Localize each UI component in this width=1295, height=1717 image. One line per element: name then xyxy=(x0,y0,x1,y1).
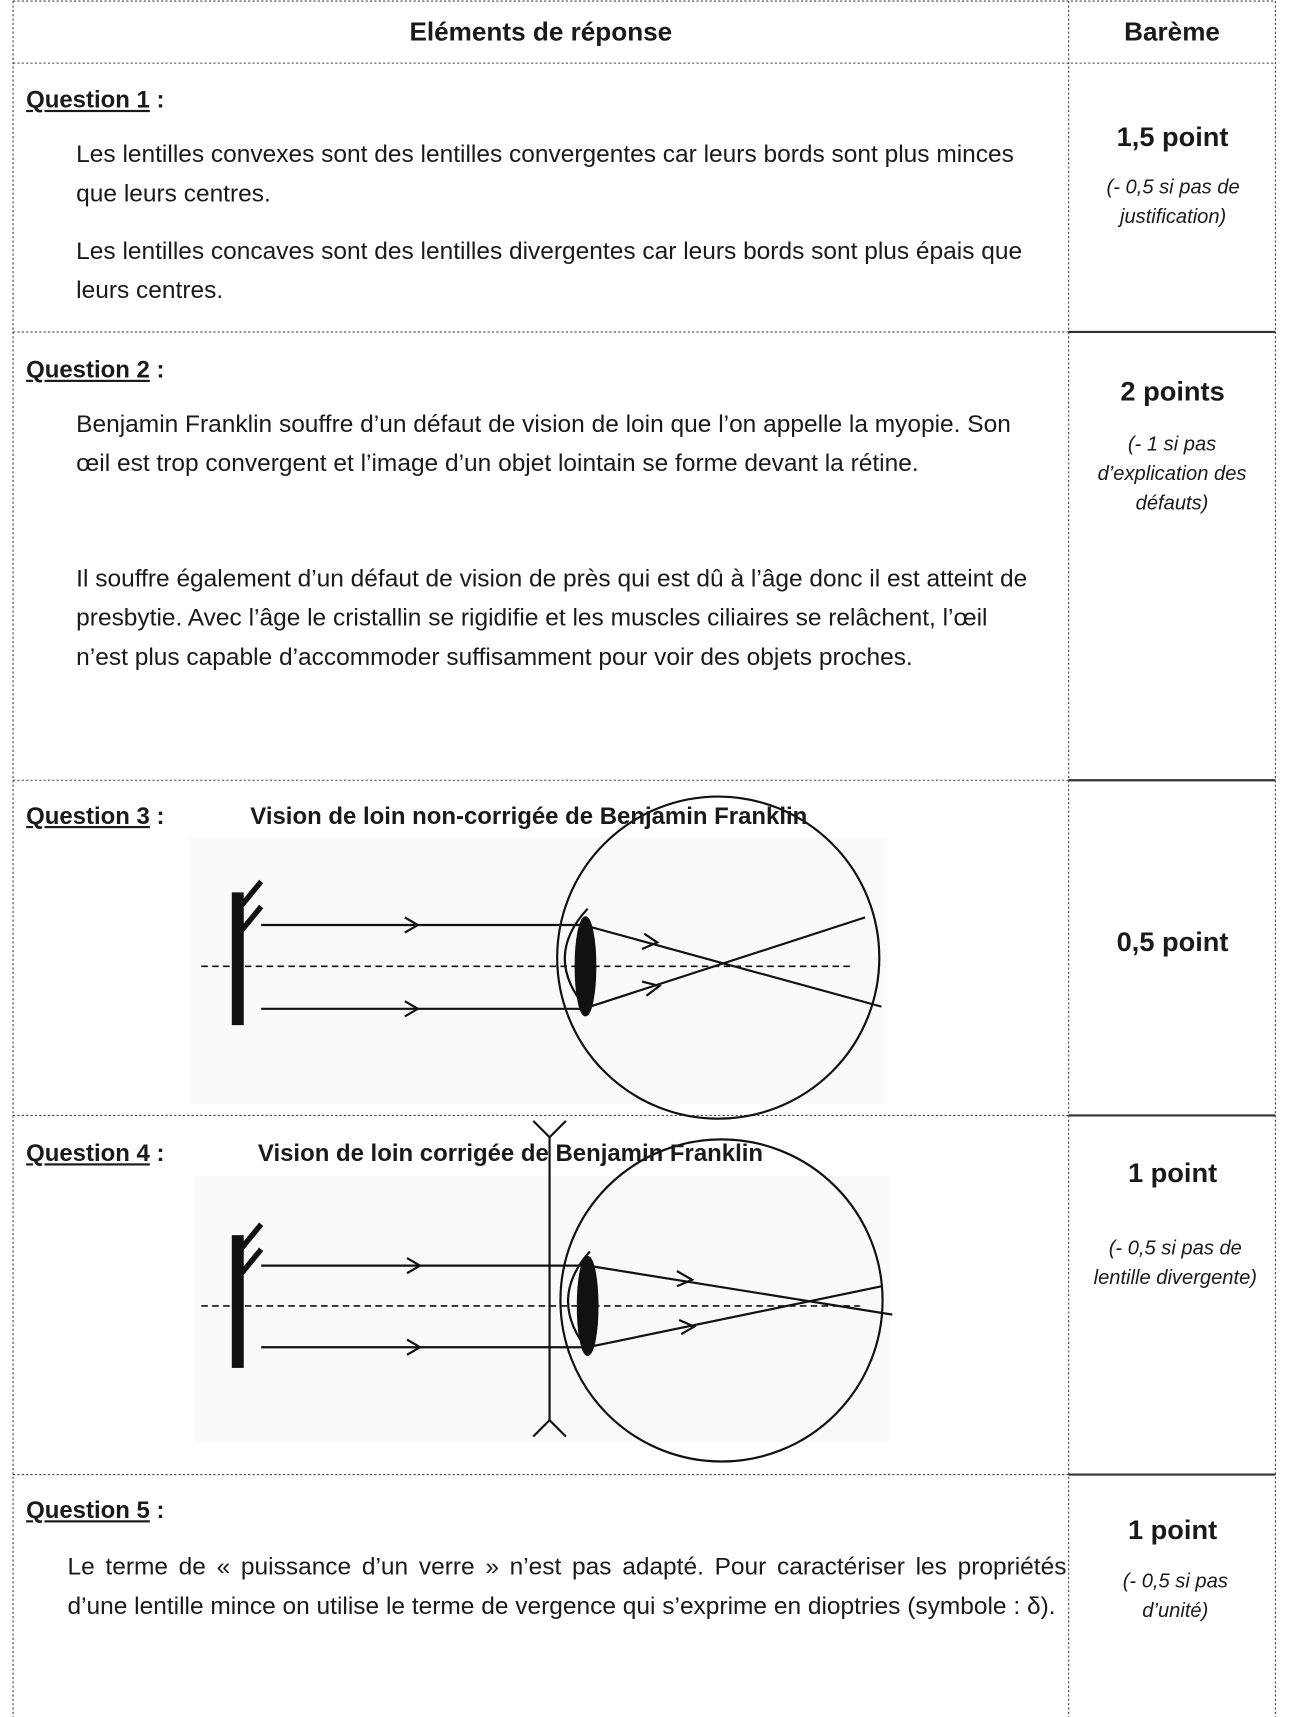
colon: : xyxy=(156,85,165,114)
paragraph: Le terme de « puissance d’un verre » n’e… xyxy=(67,1552,1067,1620)
question-label: Question 5 : xyxy=(26,1491,164,1530)
figure-title: Vision de loin corrigée de Benjamin Fran… xyxy=(257,1139,764,1167)
question-label: Question 1 : xyxy=(26,81,164,120)
score-note: (- 1 si pas d’explication des défauts) xyxy=(1097,432,1247,514)
colon: : xyxy=(156,802,165,830)
question-label: Question 4 : xyxy=(26,1134,164,1173)
question: Question 1 xyxy=(26,85,150,114)
score: 1 point xyxy=(1127,1157,1218,1189)
paragraph: Les lentilles concaves sont des lentille… xyxy=(76,237,1023,304)
question: Question 5 xyxy=(26,1496,150,1524)
colon: : xyxy=(156,1496,165,1524)
paragraph: Il souffre également d’un défaut de visi… xyxy=(76,564,1028,671)
eye-diagram-uncorrected xyxy=(190,795,887,1120)
eye-diagram-corrected xyxy=(193,1120,893,1463)
score: 1,5 point xyxy=(1116,121,1229,153)
question-label: Question 2 : xyxy=(26,350,164,389)
question-label: Question 3 : xyxy=(26,797,164,836)
header-elements: Eléments de réponse xyxy=(409,17,673,47)
question: Question 2 xyxy=(26,355,150,384)
score: 2 points xyxy=(1120,376,1225,408)
question: Question 4 xyxy=(26,1139,150,1167)
score: 0,5 point xyxy=(1116,927,1229,958)
score-note: (- 0,5 si pas de lentille divergente) xyxy=(1093,1236,1258,1289)
score-note: (- 0,5 si pas d’unité) xyxy=(1122,1569,1228,1622)
figure-title: Vision de loin non-corrigée de Benjamin … xyxy=(250,802,808,830)
colon: : xyxy=(156,1139,165,1167)
question: Question 3 xyxy=(26,802,150,830)
header-bareme: Barème xyxy=(1124,17,1220,47)
colon: : xyxy=(156,355,165,384)
paragraph: Benjamin Franklin souffre d’un défaut de… xyxy=(76,410,1011,477)
paragraph: Les lentilles convexes sont des lentille… xyxy=(76,140,1014,207)
score-note: (- 0,5 si pas de justification) xyxy=(1106,175,1240,228)
score: 1 point xyxy=(1127,1514,1218,1546)
